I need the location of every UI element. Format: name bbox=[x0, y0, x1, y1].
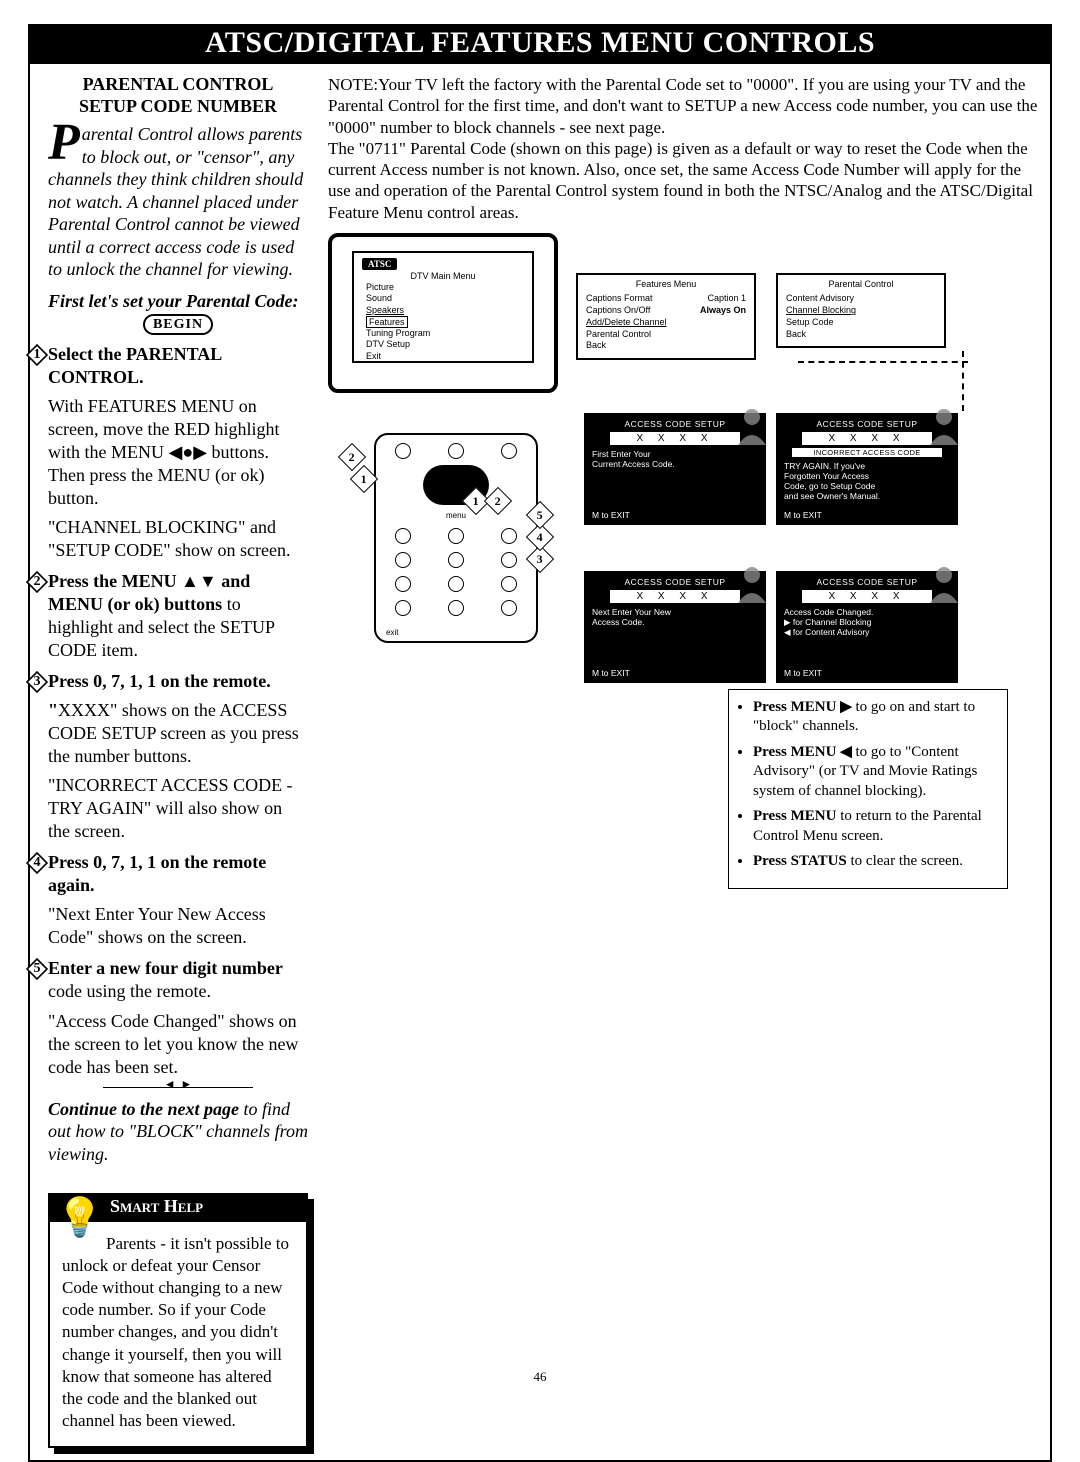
main-frame: PARENTAL CONTROL SETUP CODE NUMBER Paren… bbox=[28, 64, 1052, 1462]
step-3-body-2: "INCORRECT ACCESS CODE - TRY AGAIN" will… bbox=[48, 774, 308, 843]
step-1: 1 Select the PARENTAL CONTROL. With FEAT… bbox=[48, 343, 308, 562]
diagram-zone: ATSC DTV Main Menu Picture Sound Speaker… bbox=[328, 233, 1038, 893]
step-2: 2 Press the MENU ▲▼ and MENU (or ok) but… bbox=[48, 570, 308, 662]
step-5: 5 Enter a new four digit number code usi… bbox=[48, 957, 308, 1078]
smart-help-box: Smart Help 💡 Parents - it isn't possible… bbox=[48, 1193, 308, 1448]
step-3: 3 Press 0, 7, 1, 1 on the remote. "XXXX"… bbox=[48, 670, 308, 843]
figure-icon bbox=[924, 405, 964, 445]
atsc-badge: ATSC bbox=[362, 258, 397, 270]
step-3-body-1: "XXXX" shows on the ACCESS CODE SETUP sc… bbox=[48, 699, 308, 768]
parental-menu-box: Parental Control Content Advisory Channe… bbox=[776, 273, 946, 348]
figure-icon bbox=[732, 405, 772, 445]
step-1-body-1: With FEATURES MENU on screen, move the R… bbox=[48, 395, 308, 510]
bullets-box: Press MENU ▶ to go on and start to "bloc… bbox=[728, 689, 1008, 889]
step-5-marker: 5 bbox=[26, 958, 48, 980]
page-number: 46 bbox=[534, 1369, 547, 1385]
access-box-1: ACCESS CODE SETUP X X X X First Enter Yo… bbox=[584, 413, 766, 525]
step-4: 4 Press 0, 7, 1, 1 on the remote again. … bbox=[48, 851, 308, 949]
step-5-body-1: "Access Code Changed" shows on the scree… bbox=[48, 1010, 308, 1079]
intro-paragraph: Parental Control allows parents to block… bbox=[48, 123, 308, 281]
remote-drawing: menu exit bbox=[374, 433, 538, 643]
access-box-4: ACCESS CODE SETUP X X X X Access Code Ch… bbox=[776, 571, 958, 683]
step-5-tail: code using the remote. bbox=[48, 981, 211, 1001]
access-box-2: ACCESS CODE SETUP X X X X INCORRECT ACCE… bbox=[776, 413, 958, 525]
left-column: PARENTAL CONTROL SETUP CODE NUMBER Paren… bbox=[30, 64, 320, 1460]
figure-icon bbox=[732, 563, 772, 603]
bullet-2: Press MENU ◀ to go to "Content Advisory"… bbox=[753, 743, 997, 802]
right-column: NOTE:Your TV left the factory with the P… bbox=[320, 64, 1050, 1460]
continue-note: Continue to the next page to find out ho… bbox=[48, 1098, 308, 1166]
step-4-body-1: "Next Enter Your New Access Code" shows … bbox=[48, 903, 308, 949]
access-box-3: ACCESS CODE SETUP X X X X Next Enter You… bbox=[584, 571, 766, 683]
bullet-4: Press STATUS to clear the screen. bbox=[753, 852, 997, 872]
tv-screen: ATSC DTV Main Menu Picture Sound Speaker… bbox=[352, 251, 534, 363]
figure-icon bbox=[924, 563, 964, 603]
intro-text: arental Control allows parents to block … bbox=[48, 124, 303, 279]
step-1-head: Select the PARENTAL CONTROL. bbox=[48, 344, 221, 387]
bullet-1: Press MENU ▶ to go on and start to "bloc… bbox=[753, 698, 997, 737]
step-3-marker: 3 bbox=[26, 671, 48, 693]
lightbulb-icon: 💡 bbox=[56, 1199, 100, 1255]
step-5-head: Enter a new four digit number bbox=[48, 958, 283, 978]
note-text: NOTE:Your TV left the factory with the P… bbox=[328, 74, 1038, 223]
begin-bubble: BEGIN bbox=[143, 314, 213, 335]
step-1-marker: 1 bbox=[26, 344, 48, 366]
step-2-head: Press the MENU ▲▼ and MENU (or ok) butto… bbox=[48, 571, 250, 614]
begin-line: First let's set your Parental Code: bbox=[48, 291, 308, 312]
step-1-body-2: "CHANNEL BLOCKING" and "SETUP CODE" show… bbox=[48, 516, 308, 562]
tv-outline: ATSC DTV Main Menu Picture Sound Speaker… bbox=[328, 233, 558, 393]
step-2-marker: 2 bbox=[26, 571, 48, 593]
page-icon bbox=[40, 32, 74, 60]
intro-dropcap: P bbox=[48, 123, 82, 163]
section-heading-2: SETUP CODE NUMBER bbox=[48, 96, 308, 118]
step-3-head: Press 0, 7, 1, 1 on the remote. bbox=[48, 671, 271, 691]
section-heading-1: PARENTAL CONTROL bbox=[48, 74, 308, 96]
step-4-marker: 4 bbox=[26, 852, 48, 874]
page-title: ATSC/DIGITAL FEATURES MENU CONTROLS bbox=[205, 26, 875, 59]
page-title-bar: ATSC/DIGITAL FEATURES MENU CONTROLS bbox=[28, 24, 1052, 64]
smart-help-body: Parents - it isn't possible to unlock or… bbox=[62, 1233, 294, 1432]
step-4-head: Press 0, 7, 1, 1 on the remote again. bbox=[48, 852, 266, 895]
continue-rule bbox=[103, 1087, 253, 1088]
features-menu-box: Features Menu Captions FormatCaption 1 C… bbox=[576, 273, 756, 360]
bullet-3: Press MENU to return to the Parental Con… bbox=[753, 807, 997, 846]
